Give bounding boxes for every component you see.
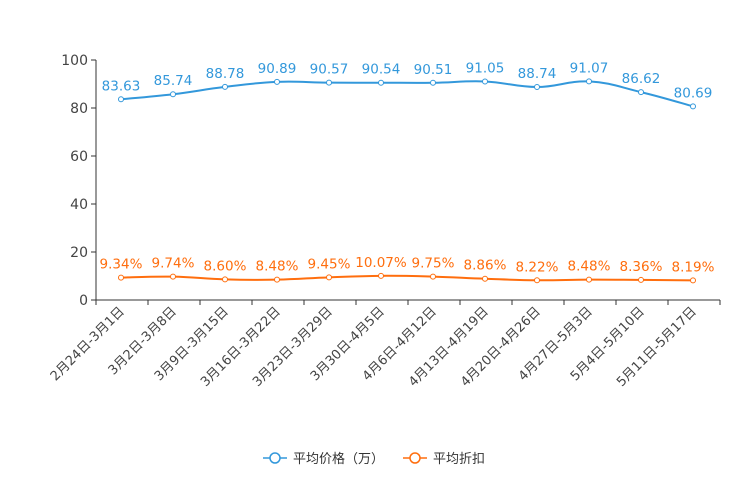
y-tick-label: 80 [70,101,88,117]
data-point[interactable] [690,277,696,284]
data-label: 85.74 [154,73,193,89]
data-label: 86.62 [622,71,661,87]
data-point[interactable] [170,273,176,280]
legend-circle-icon [269,452,281,464]
legend-circle-icon [409,452,421,464]
data-point[interactable] [326,274,332,281]
data-label: 90.57 [310,62,349,78]
legend-label: 平均折扣 [433,452,485,467]
series-line-0 [120,80,694,108]
data-point[interactable] [482,275,488,282]
y-tick-label: 20 [70,245,88,261]
data-point[interactable] [274,276,280,283]
data-point[interactable] [222,276,228,283]
data-label: 8.19% [672,259,715,275]
y-tick-label: 100 [61,53,88,69]
data-label: 8.60% [204,258,247,274]
data-label: 9.45% [308,256,351,272]
data-label: 90.89 [258,61,297,77]
y-tick-label: 0 [79,293,88,309]
data-label: 83.63 [102,78,141,94]
data-label: 88.78 [206,66,245,82]
data-label: 9.74% [152,256,195,272]
data-point[interactable] [118,274,124,281]
data-label: 91.07 [570,60,609,76]
data-point[interactable] [586,78,592,85]
data-point[interactable] [222,83,228,90]
data-label: 88.74 [518,66,557,82]
data-point[interactable] [118,96,124,103]
data-point[interactable] [378,272,384,279]
data-point[interactable] [690,103,696,110]
data-label: 8.48% [256,259,299,275]
data-point[interactable] [534,84,540,91]
data-label: 8.36% [620,259,663,275]
data-label: 80.69 [674,85,713,101]
data-point[interactable] [378,79,384,86]
data-label: 9.75% [412,256,455,272]
data-point[interactable] [274,78,280,85]
legend-label: 平均价格（万） [293,451,384,467]
data-point[interactable] [430,79,436,86]
data-point[interactable] [430,273,436,280]
data-label: 8.48% [568,259,611,275]
data-point[interactable] [482,78,488,85]
data-point[interactable] [586,276,592,283]
data-label: 91.05 [466,60,505,76]
data-point[interactable] [638,276,644,283]
y-tick-label: 40 [70,197,88,213]
data-label: 9.34% [100,257,143,273]
y-tick-label: 60 [70,149,88,165]
data-label: 8.22% [516,259,559,275]
data-point[interactable] [326,79,332,86]
data-point[interactable] [534,277,540,284]
legend-item-1[interactable]: 平均折扣 [403,452,485,467]
data-label: 90.54 [362,62,401,78]
data-label: 90.51 [414,62,453,78]
data-label: 8.86% [464,258,507,274]
legend-item-0[interactable]: 平均价格（万） [263,451,384,467]
series-line-1 [120,274,694,282]
data-point[interactable] [638,89,644,96]
data-label: 10.07% [355,255,407,271]
data-point[interactable] [170,91,176,98]
